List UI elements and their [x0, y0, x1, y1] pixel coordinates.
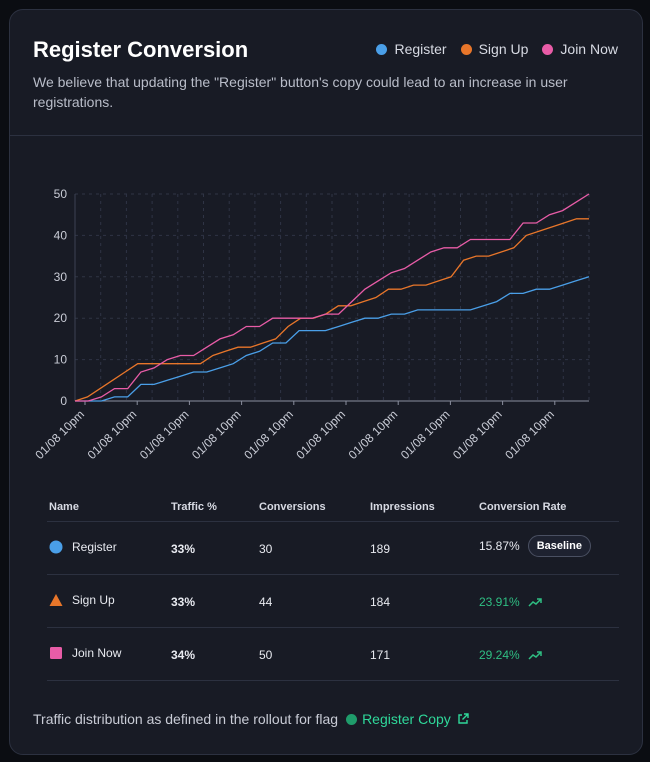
table-row: Join Now 34% 50 171 29.24% [47, 628, 619, 681]
legend-item-sign-up[interactable]: Sign Up [460, 41, 529, 57]
traffic-value: 33% [171, 595, 196, 609]
traffic-value: 34% [171, 648, 196, 662]
footer-text: Traffic distribution as defined in the r… [33, 711, 339, 727]
chart-legend: Register Sign Up Join Now [376, 41, 618, 57]
card-title: Register Conversion [33, 37, 249, 62]
rate-value: 29.24% [479, 648, 520, 662]
header-impressions: Impressions [370, 501, 435, 513]
table-row: Register 33% 30 189 15.87% Baseline [47, 522, 619, 575]
variant-label: Sign Up [72, 593, 115, 607]
series-line-register [75, 276, 590, 402]
legend-label: Register [394, 41, 447, 57]
flag-link[interactable]: Register Copy [346, 711, 470, 727]
flag-status-dot [346, 713, 358, 725]
variant-name: Join Now [49, 646, 121, 660]
variant-name: Sign Up [49, 593, 115, 607]
external-link-icon [458, 713, 469, 724]
legend-circle-icon [376, 43, 388, 55]
y-tick-label: 50 [54, 187, 68, 201]
header-traffic: Traffic % [171, 501, 217, 513]
x-tick-label: 01/08 10pm [346, 407, 401, 462]
conversions-value: 30 [259, 542, 273, 556]
x-tick-label: 01/08 10pm [32, 407, 87, 462]
variant-label: Register [72, 540, 117, 554]
variant-name: Register [49, 540, 117, 554]
card-footer: Traffic distribution as defined in the r… [33, 711, 470, 727]
variants-table: Name Traffic % Conversions Impressions C… [47, 492, 619, 681]
y-tick-label: 10 [54, 353, 68, 367]
conversions-value: 44 [259, 595, 273, 609]
legend-label: Sign Up [478, 41, 529, 57]
y-tick-label: 40 [54, 228, 68, 242]
traffic-value: 33% [171, 542, 196, 556]
x-tick-label: 01/08 10pm [398, 407, 453, 462]
square-icon [50, 647, 62, 659]
header-conversions: Conversions [259, 501, 326, 513]
conversion-rate: 29.24% [479, 648, 542, 662]
circle-icon [49, 540, 63, 554]
y-tick-label: 30 [54, 270, 68, 284]
table-header-row: Name Traffic % Conversions Impressions C… [47, 492, 619, 522]
header-conversion-rate: Conversion Rate [479, 501, 567, 513]
x-tick-label: 01/08 10pm [189, 407, 244, 462]
series-line-sign-up [74, 218, 589, 402]
x-tick-label: 01/08 10pm [450, 407, 505, 462]
legend-item-register[interactable]: Register [376, 41, 447, 57]
flag-name: Register Copy [362, 711, 451, 727]
x-tick-label: 01/08 10pm [137, 407, 192, 462]
variant-label: Join Now [72, 646, 122, 660]
conversion-rate: 23.91% [479, 595, 542, 609]
trending-up-icon [528, 651, 542, 660]
x-tick-label: 01/08 10pm [293, 407, 348, 462]
x-tick-label: 01/08 10pm [502, 407, 557, 462]
conversion-card: Register Conversion Register Sign Up Joi… [9, 9, 643, 755]
card-description: We believe that updating the "Register" … [33, 74, 568, 110]
triangle-icon [49, 594, 63, 606]
rate-value: 15.87% [479, 539, 520, 553]
series-line-join-now [75, 193, 590, 402]
y-tick-label: 0 [60, 394, 67, 408]
conversion-rate: 15.87% Baseline [479, 535, 591, 557]
legend-circle-icon [542, 43, 554, 55]
x-tick-label: 01/08 10pm [241, 407, 296, 462]
legend-circle-icon [460, 43, 472, 55]
conversions-value: 50 [259, 648, 273, 662]
baseline-badge: Baseline [527, 535, 591, 557]
rate-value: 23.91% [479, 595, 520, 609]
legend-item-join-now[interactable]: Join Now [542, 41, 618, 57]
card-header: Register Conversion Register Sign Up Joi… [10, 10, 642, 136]
impressions-value: 189 [370, 542, 391, 556]
legend-label: Join Now [560, 41, 618, 57]
header-name: Name [49, 501, 79, 513]
impressions-value: 184 [370, 595, 391, 609]
x-tick-label: 01/08 10pm [85, 407, 140, 462]
trending-up-icon [528, 598, 542, 607]
impressions-value: 171 [370, 648, 391, 662]
table-row: Sign Up 33% 44 184 23.91% [47, 575, 619, 628]
y-tick-label: 20 [54, 311, 68, 325]
